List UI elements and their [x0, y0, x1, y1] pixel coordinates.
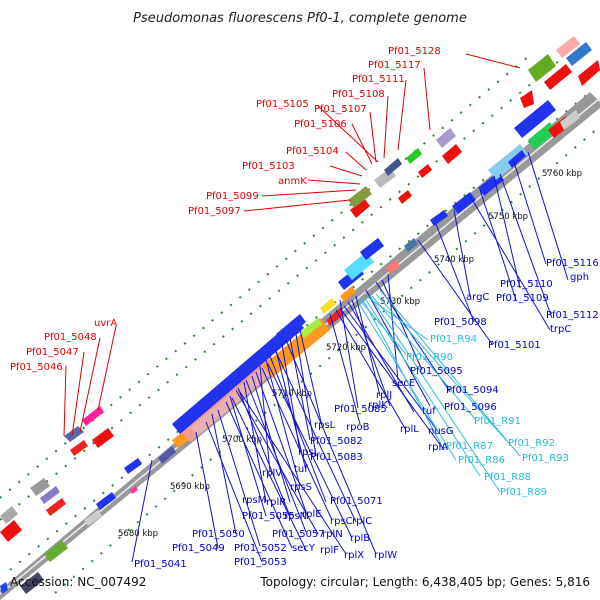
gene-label: rpsM	[242, 495, 266, 506]
gene-label: Pf01_5052	[234, 543, 287, 554]
gene-label: Pf01_5117	[368, 60, 421, 71]
forward-genes	[0, 36, 600, 542]
gene-label: Pf01_5111	[352, 74, 405, 85]
gene-label: uvrA	[94, 318, 117, 329]
gene-label: tuf	[422, 406, 436, 417]
gene-label: Pf01_5055	[242, 511, 295, 522]
gene-label: Pf01_5046	[10, 362, 63, 373]
gene-label: Pf01_R87	[446, 441, 493, 452]
gene-label: rplC	[352, 516, 372, 527]
gene-label: rplJ	[376, 390, 392, 401]
gene-label: Pf01_5049	[172, 543, 225, 554]
kbp-5730: 5730 kbp	[380, 297, 420, 307]
gene-label: rplE	[302, 509, 322, 520]
gene-label: Pf01_5041	[134, 559, 187, 570]
kbp-5760: 5760 kbp	[542, 169, 582, 179]
kbp-labels: 5680 kbp 5690 kbp 5700 kbp 5710 kbp 5720…	[118, 169, 582, 539]
gene-label: Pf01_5095	[410, 366, 463, 377]
gene-label: Pf01_R86	[458, 455, 505, 466]
gene-label: rplN	[322, 529, 343, 540]
gene-label: Pf01_R93	[522, 453, 569, 464]
gene-label: rplX	[344, 550, 364, 561]
gene-label: Pf01_R90	[406, 352, 453, 363]
gene-label: Pf01_5105	[256, 99, 309, 110]
gene-label: rpsL	[314, 420, 336, 431]
gene-label: argC	[466, 292, 489, 303]
gene-label: Pf01_5101	[488, 340, 541, 351]
kbp-5700: 5700 kbp	[222, 435, 262, 445]
gene-label: Pf01_5104	[286, 146, 339, 157]
gene-label: Pf01_5099	[206, 191, 259, 202]
gene-label: Pf01_5048	[44, 332, 97, 343]
gene-label: nusG	[428, 426, 454, 437]
gene-label: trpC	[550, 324, 571, 335]
gene-label: Pf01_R92	[508, 438, 555, 449]
gene-label: Pf01_5110	[500, 279, 553, 290]
kbp-5750: 5750 kbp	[488, 212, 528, 222]
gene-label: Pf01_5097	[188, 206, 241, 217]
gene-label: rplF	[320, 545, 339, 556]
gene-label: Pf01_5050	[192, 529, 245, 540]
gene-label: Pf01_5094	[446, 385, 499, 396]
gene-label: Pf01_5047	[26, 347, 79, 358]
map-title: Pseudomonas fluorescens Pf0-1, complete …	[133, 11, 467, 26]
gene-label: secY	[292, 543, 316, 554]
red-gene-labels: Pf01_5128 Pf01_5117 Pf01_5111 Pf01_5108 …	[10, 46, 521, 437]
gene-label: Pf01_5107	[314, 104, 367, 115]
kbp-5690: 5690 kbp	[170, 482, 210, 492]
gene-label: rplW	[374, 550, 397, 561]
gene-label: rpsJ	[298, 447, 317, 458]
gene-label: Pf01_5082	[310, 436, 363, 447]
gene-label: rpsC	[330, 516, 353, 527]
gene-label: Pf01_5128	[388, 46, 441, 57]
gene-label: rpsN	[284, 511, 307, 522]
gene-label: rplA	[428, 442, 448, 453]
gene-label: rplB	[350, 533, 370, 544]
gene-label: Pf01_5103	[242, 161, 295, 172]
gene-label: Pf01_R89	[500, 487, 547, 498]
dotted-guides	[0, 54, 599, 594]
kbp-5740: 5740 kbp	[434, 255, 474, 265]
gene-label: Pf01_R94	[430, 334, 477, 345]
cyan-leader-lines	[357, 289, 521, 493]
gene-label: rplV	[262, 468, 282, 479]
cyan-gene-labels: Pf01_R90 Pf01_R94 Pf01_R91 Pf01_R92 Pf01…	[406, 334, 569, 498]
gene-label: Pf01_5057	[272, 529, 325, 540]
accession-text: Accession: NC_007492	[10, 575, 146, 589]
gene-label: Pf01_5108	[332, 89, 385, 100]
topology-summary: Topology: circular; Length: 6,438,405 bp…	[259, 575, 590, 589]
gene-label: anmK	[278, 176, 307, 187]
kbp-5680: 5680 kbp	[118, 529, 158, 539]
gene-label: Pf01_5083	[310, 452, 363, 463]
blue-gene-labels: gph Pf01_5116 Pf01_5110 Pf01_5109 Pf01_5…	[134, 258, 599, 570]
gene-label: Pf01_R91	[474, 416, 521, 427]
gene-label: rpsS	[290, 482, 312, 493]
kbp-5720: 5720 kbp	[326, 343, 366, 353]
gene-label: Pf01_5053	[234, 557, 287, 568]
gene-label: Pf01_5085	[334, 404, 387, 415]
gene-label: Pf01_5071	[330, 496, 383, 507]
gene-label: Pf01_5112	[546, 310, 599, 321]
gene-label: Pf01_5098	[434, 317, 487, 328]
gene-label: gph	[570, 272, 589, 283]
gene-label: secE	[392, 378, 415, 389]
gene-label: rplL	[400, 424, 419, 435]
kbp-5710: 5710 kbp	[272, 389, 312, 399]
gene-label: Pf01_5106	[294, 119, 347, 130]
gene-label: rplR	[266, 497, 286, 508]
gene-label: Pf01_R88	[484, 472, 531, 483]
gene-label: Pf01_5109	[496, 293, 549, 304]
gene-label: Pf01_5096	[444, 402, 497, 413]
gene-label: Pf01_5116	[546, 258, 599, 269]
gene-label: rpoB	[346, 422, 370, 433]
gene-label: rplK	[368, 400, 388, 411]
gene-label: tuf	[294, 464, 308, 475]
